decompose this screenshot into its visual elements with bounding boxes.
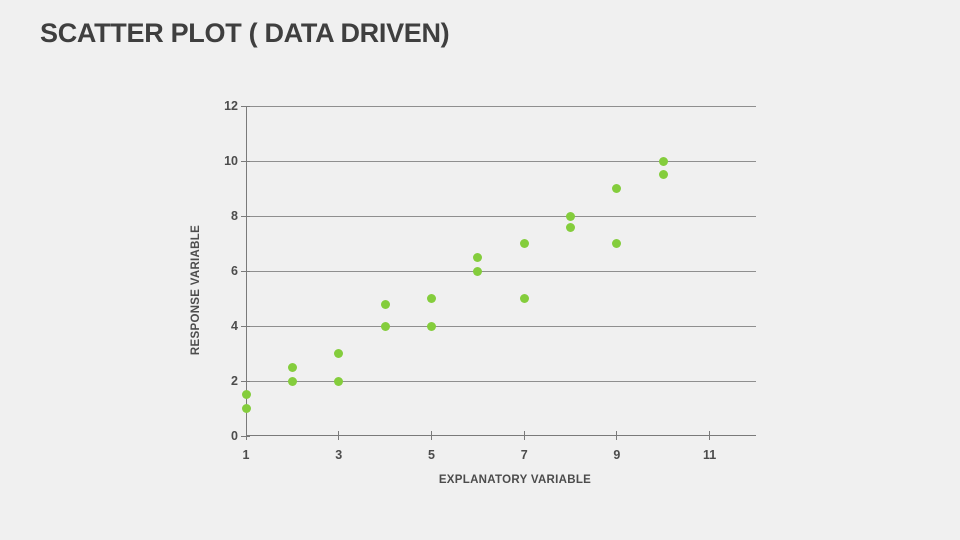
page-title: SCATTER PLOT ( DATA DRIVEN) [40, 18, 450, 48]
y-axis-line [246, 106, 247, 436]
y-tick-label-10: 10 [224, 154, 238, 168]
data-point [519, 294, 529, 303]
x-tick-mark-3 [338, 431, 340, 440]
y-axis-title: RESPONSE VARIABLE [190, 224, 202, 356]
y-tick-label-12: 12 [224, 99, 238, 113]
data-point [287, 376, 297, 386]
x-tick-mark-9 [616, 431, 618, 440]
x-tick-mark-5 [430, 431, 432, 440]
data-point [612, 184, 622, 193]
grid-line-y-4 [246, 325, 756, 327]
y-tick-label-8: 8 [231, 209, 238, 223]
y-tick-label-2: 2 [231, 374, 238, 388]
x-tick-mark-11 [709, 431, 711, 440]
data-point [241, 390, 251, 400]
data-point [380, 299, 390, 309]
data-point [334, 349, 344, 358]
y-tick-mark-4 [241, 325, 250, 327]
y-tick-mark-10 [241, 160, 250, 162]
y-tick-label-6: 6 [231, 264, 238, 278]
data-point [426, 321, 436, 331]
x-tick-label-11: 11 [703, 448, 717, 462]
y-tick-mark-8 [241, 215, 250, 217]
x-tick-label-5: 5 [427, 448, 435, 462]
data-point [380, 321, 390, 331]
grid-line-y-6 [246, 270, 756, 272]
y-tick-mark-6 [241, 270, 250, 272]
data-point [566, 222, 576, 232]
data-point [658, 170, 668, 180]
x-tick-label-9: 9 [613, 448, 621, 462]
data-point [426, 294, 436, 303]
x-axis-line [246, 435, 756, 436]
y-tick-label-4: 4 [231, 319, 238, 333]
y-tick-mark-12 [241, 105, 250, 107]
y-tick-label-0: 0 [231, 429, 238, 443]
x-tick-mark-1 [245, 431, 247, 440]
data-point [334, 376, 344, 386]
x-tick-label-3: 3 [335, 448, 343, 462]
scatter-plot-area: 0 2 4 6 8 10 12 1 3 5 7 9 11 [224, 99, 756, 462]
x-tick-label-1: 1 [242, 448, 250, 462]
data-point [473, 266, 483, 276]
y-tick-mark-2 [241, 380, 250, 382]
grid-line-y-10 [246, 160, 756, 162]
data-point [287, 362, 297, 372]
data-point [241, 404, 251, 413]
data-point [519, 239, 529, 248]
x-tick-label-7: 7 [520, 448, 528, 462]
data-point [566, 211, 576, 221]
grid-line-y-8 [246, 215, 756, 217]
data-point [473, 252, 483, 262]
grid-line-y-2 [246, 380, 756, 382]
data-point [612, 239, 622, 248]
grid-line-y-12 [246, 105, 756, 107]
data-point [658, 156, 668, 166]
x-tick-mark-7 [523, 431, 525, 440]
x-axis-title: EXPLANATORY VARIABLE [438, 474, 592, 486]
